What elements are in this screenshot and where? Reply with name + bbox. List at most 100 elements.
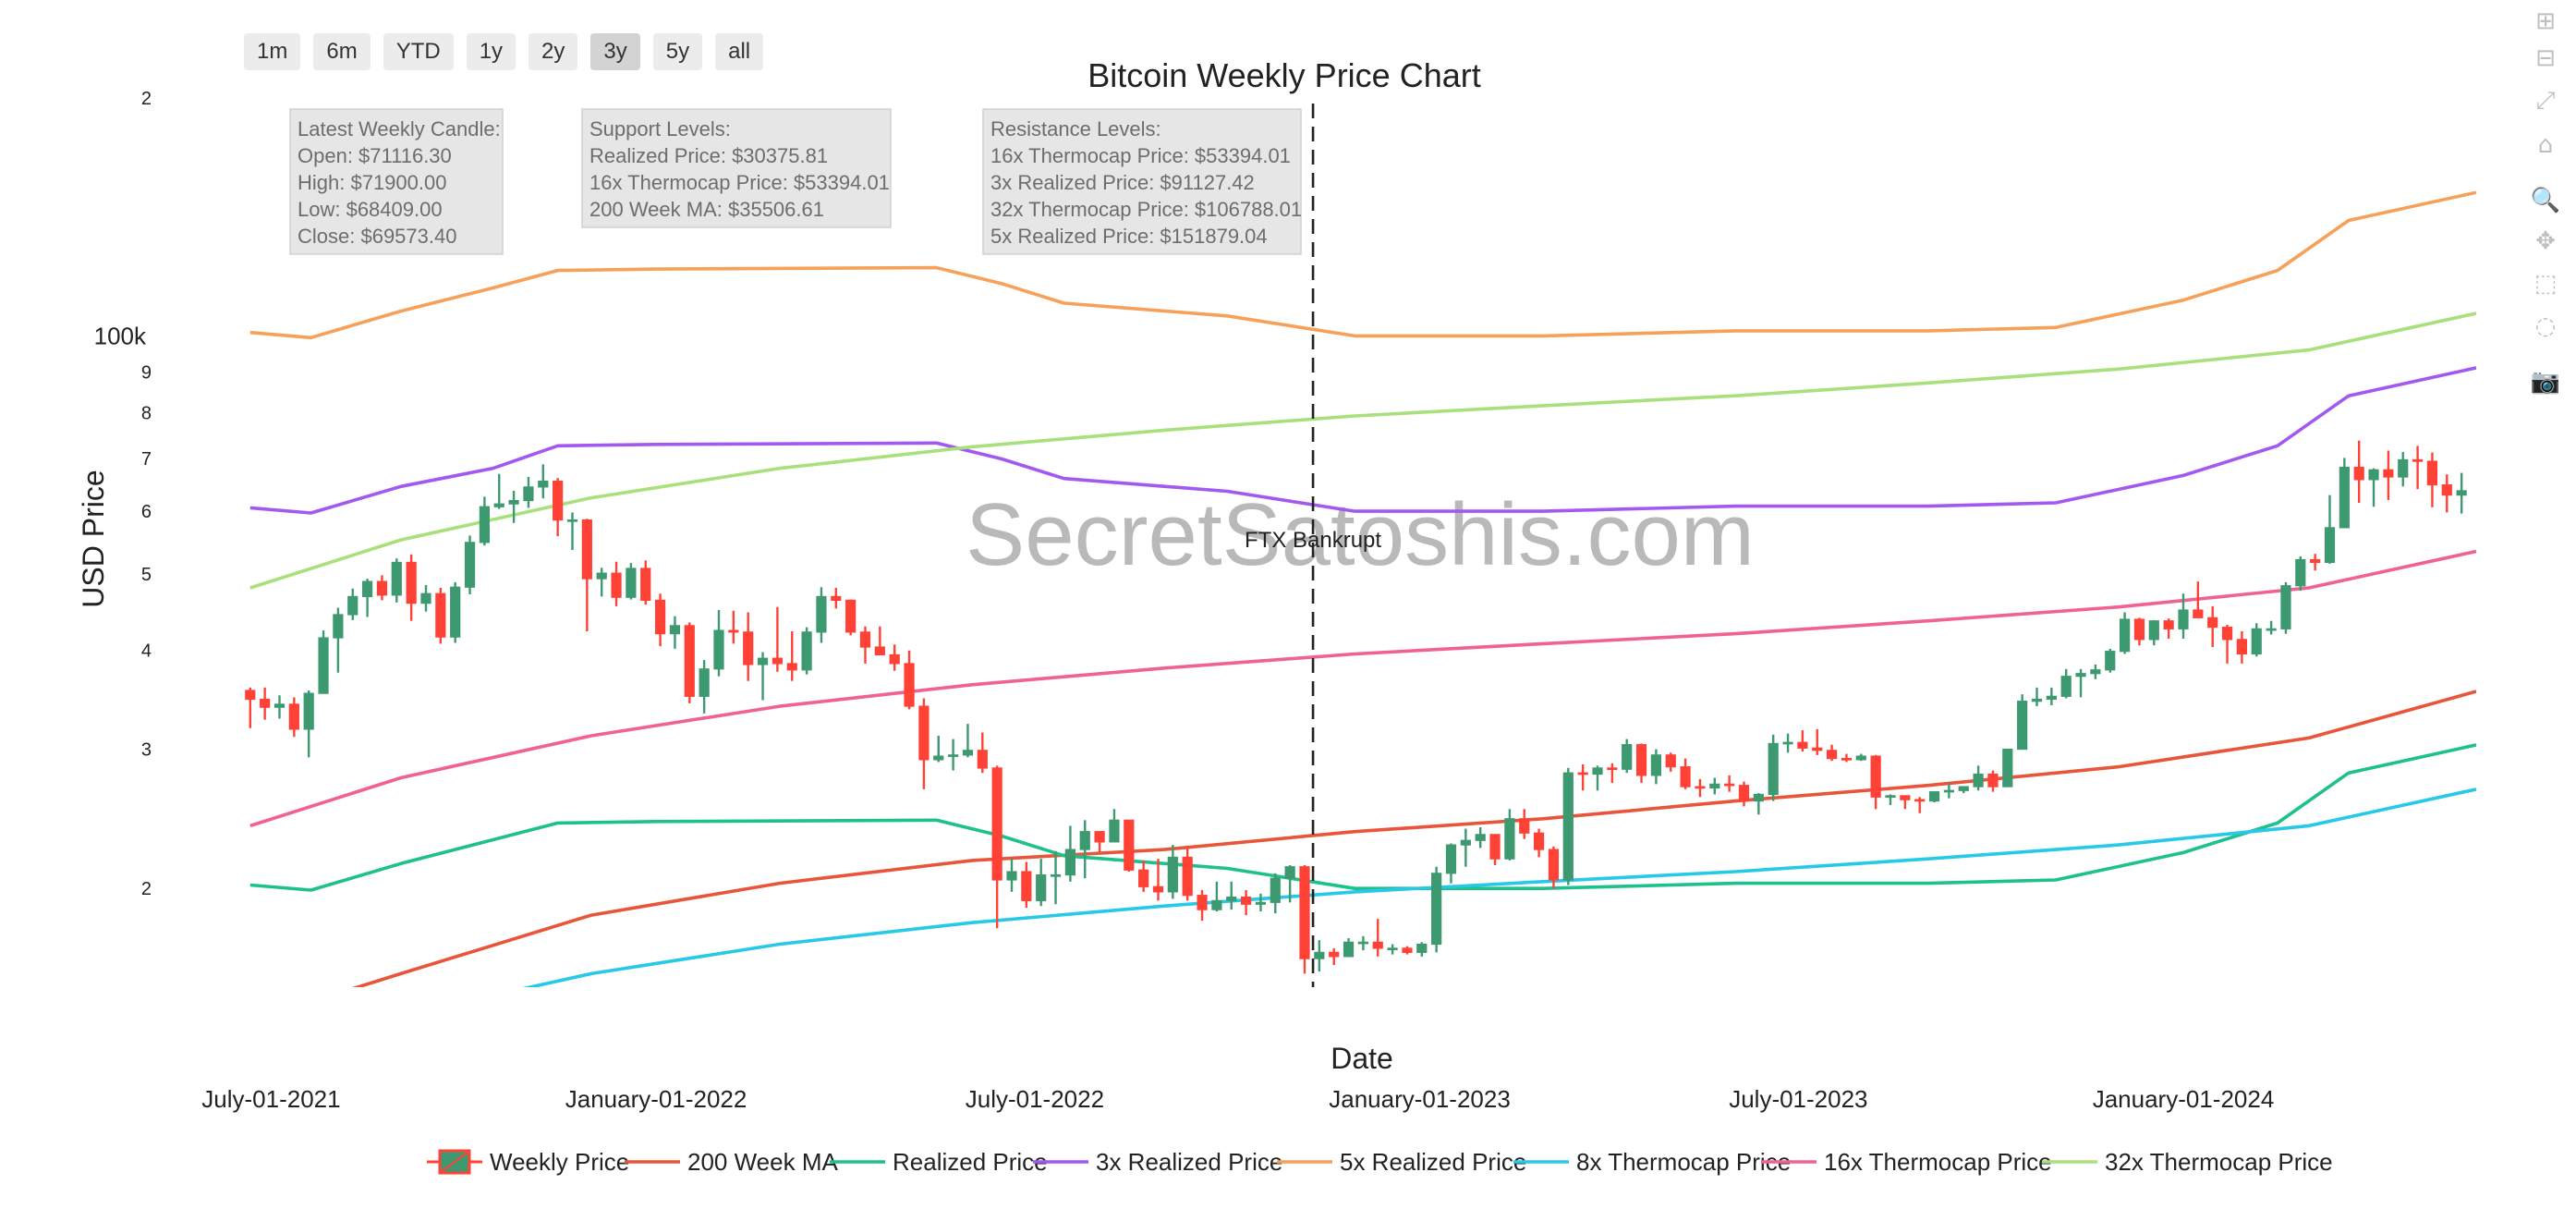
candle-2022-01-10: [669, 616, 681, 649]
range-button-6m[interactable]: 6m: [313, 33, 371, 70]
candle-2024-04-01: [2368, 468, 2379, 507]
y-tick-label: 2: [141, 89, 152, 109]
zoom-icon[interactable]: 🔍: [2530, 187, 2561, 214]
box-select-icon[interactable]: ⬚: [2533, 270, 2558, 298]
plot-area: [245, 190, 2476, 987]
candle-2022-11-14: [1314, 940, 1325, 972]
candle-2022-03-21: [816, 587, 827, 643]
range-button-1m[interactable]: 1m: [244, 33, 301, 70]
candle-2023-05-01: [1665, 752, 1676, 772]
candle-2023-10-23: [2031, 687, 2043, 707]
candle-2022-02-14: [743, 612, 754, 681]
candle-2021-07-26: [318, 630, 329, 694]
candle-2024-03-04: [2310, 554, 2321, 571]
legend-item-200-week-ma[interactable]: 200 Week MA: [625, 1148, 838, 1176]
series-line-16x-thermocap-price: [249, 549, 2476, 828]
candle-2023-01-02: [1416, 942, 1428, 957]
x-tick-label: January-01-2023: [1329, 1085, 1511, 1113]
y-tick-label: 4: [141, 641, 152, 662]
candle-2023-04-17: [1635, 743, 1647, 783]
latest-candle-box-line: Low: $68409.00: [298, 198, 443, 221]
support-levels-box-line: 16x Thermocap Price: $53394.01: [589, 171, 890, 194]
candle-2021-08-02: [333, 607, 344, 673]
candle-2023-11-06: [2060, 668, 2072, 699]
candle-2023-03-06: [1548, 846, 1560, 889]
legend-item-32x-thermocap-price[interactable]: 32x Thermocap Price: [2042, 1148, 2333, 1176]
candle-2022-12-12: [1372, 919, 1383, 957]
candle-2022-05-02: [904, 650, 915, 710]
candle-2021-09-13: [420, 584, 431, 612]
series-line-8x-thermocap-price: [522, 788, 2476, 987]
legend-item-16x-thermocap-price[interactable]: 16x Thermocap Price: [1761, 1148, 2052, 1176]
range-button-ytd[interactable]: YTD: [383, 33, 454, 70]
series-line-realized-price: [249, 743, 2476, 892]
range-button-5y[interactable]: 5y: [652, 33, 703, 70]
candle-2021-08-16: [361, 579, 373, 617]
candle-2021-09-27: [450, 581, 461, 643]
candle-2021-08-09: [347, 588, 358, 620]
y-tick-label: 8: [141, 403, 152, 423]
candle-2023-11-13: [2075, 668, 2086, 698]
watermark: SecretSatoshis.com: [966, 485, 1755, 584]
candle-2022-06-13: [991, 765, 1002, 929]
camera-icon[interactable]: 📷: [2530, 368, 2561, 396]
zoom-out-icon[interactable]: ⊟: [2535, 44, 2556, 72]
candle-2022-09-26: [1211, 881, 1222, 912]
legend-item-realized-price[interactable]: Realized Price: [830, 1148, 1048, 1176]
pan-icon[interactable]: ✥: [2535, 227, 2556, 255]
candle-2021-10-25: [508, 490, 519, 523]
candle-2022-03-14: [801, 627, 812, 675]
legend-item-3x-realized-price[interactable]: 3x Realized Price: [1033, 1148, 1282, 1176]
candle-2022-10-31: [1284, 865, 1295, 903]
candle-2023-04-10: [1622, 739, 1633, 774]
reset-axes-icon[interactable]: ⌂: [2537, 131, 2554, 159]
candle-2023-11-27: [2105, 648, 2116, 673]
candle-2022-01-31: [713, 609, 724, 677]
resistance-levels-box-line: Resistance Levels:: [990, 117, 1161, 140]
range-button-1y[interactable]: 1y: [466, 33, 516, 70]
candle-2022-05-09: [918, 698, 930, 789]
range-button-all[interactable]: all: [715, 33, 764, 70]
range-button-3y[interactable]: 3y: [590, 33, 640, 70]
candle-2023-01-16: [1445, 843, 1457, 884]
candle-2023-12-11: [2133, 617, 2145, 646]
candle-2022-09-05: [1167, 845, 1178, 899]
candle-2022-08-22: [1138, 860, 1149, 892]
candle-2022-04-18: [874, 626, 885, 656]
support-levels-box-line: Support Levels:: [589, 117, 731, 140]
candle-2023-01-09: [1431, 866, 1442, 953]
legend-label: 16x Thermocap Price: [1824, 1148, 2052, 1176]
y-tick-label: 100k: [94, 322, 147, 349]
resistance-levels-box-line: 3x Realized Price: $91127.42: [990, 171, 1255, 194]
series-line-3x-realized-price: [249, 366, 2476, 515]
candle-2024-03-11: [2324, 495, 2336, 564]
lasso-select-icon[interactable]: ◌: [2534, 312, 2557, 340]
candlesticks: [245, 440, 2467, 974]
candle-2023-10-09: [2002, 748, 2013, 788]
legend-item-8x-thermocap-price[interactable]: 8x Thermocap Price: [1513, 1148, 1791, 1176]
zoom-in-icon[interactable]: ⊞: [2535, 7, 2556, 35]
y-tick-label: 7: [141, 449, 152, 470]
candle-2022-04-04: [845, 599, 857, 636]
resistance-levels-box-line: 32x Thermocap Price: $106788.01: [990, 198, 1302, 221]
candle-2023-04-24: [1650, 749, 1661, 785]
autoscale-icon[interactable]: ⤢: [2535, 87, 2556, 115]
candle-2021-07-12: [288, 697, 299, 738]
candle-2021-12-06: [596, 568, 607, 597]
legend-item-5x-realized-price[interactable]: 5x Realized Price: [1277, 1148, 1526, 1176]
candle-2023-03-20: [1577, 764, 1588, 791]
legend-item-weekly-price[interactable]: Weekly Price: [427, 1148, 629, 1176]
range-button-2y[interactable]: 2y: [529, 33, 578, 70]
candle-2023-05-08: [1680, 758, 1691, 789]
candle-2022-03-28: [831, 588, 842, 609]
candle-2022-07-11: [1050, 850, 1062, 905]
candle-2022-09-12: [1182, 848, 1193, 901]
candle-2022-01-03: [654, 593, 666, 647]
candle-2021-11-01: [523, 477, 534, 508]
candle-2022-12-05: [1357, 935, 1368, 951]
candle-2024-04-29: [2426, 452, 2438, 507]
x-tick-label: January-01-2024: [2093, 1085, 2275, 1113]
candle-2022-05-30: [962, 724, 974, 758]
y-axis-title: USD Price: [77, 470, 110, 607]
candle-2021-12-13: [611, 561, 622, 606]
